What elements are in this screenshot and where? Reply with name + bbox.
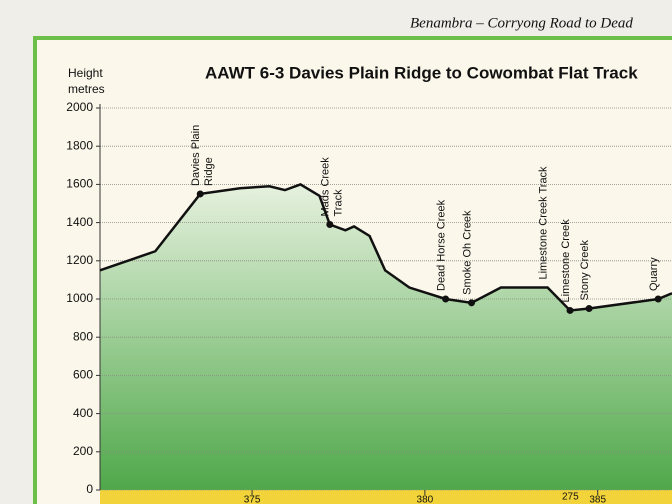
y-label: metres (68, 82, 105, 96)
y-tick-label: 400 (73, 406, 93, 420)
waypoint-label: Dead Horse Creek (436, 199, 448, 291)
waypoint-label: Track (333, 189, 345, 217)
waypoint-marker (566, 306, 574, 314)
y-tick-label: 600 (73, 368, 93, 382)
waypoint-marker (468, 299, 476, 307)
x-tick-label: 385 (589, 495, 606, 504)
chart-title: AAWT 6-3 Davies Plain Ridge to Cowombat … (205, 63, 638, 82)
y-tick-label: 1400 (66, 215, 93, 229)
y-tick-label: 1600 (66, 177, 93, 191)
waypoint-marker (585, 305, 593, 313)
x-tick-label: 380 (417, 495, 434, 504)
y-label: Height (68, 66, 103, 80)
waypoint-marker (654, 295, 662, 303)
waypoint-label: Limestone Creek (560, 219, 572, 303)
x-tick-label: 375 (244, 495, 261, 504)
y-tick-label: 2000 (66, 100, 93, 114)
y-tick-label: 200 (73, 444, 93, 458)
x-strip (100, 490, 672, 504)
waypoint-label: Limestone Creek Track (537, 166, 549, 280)
y-tick-label: 0 (86, 482, 93, 496)
waypoint-marker (196, 190, 204, 198)
waypoint-label: Ridge (203, 157, 215, 186)
y-tick-label: 1000 (66, 291, 93, 305)
page-header: Benambra – Corryong Road to Dead (410, 15, 633, 31)
waypoint-label: Mads Creek (320, 157, 332, 217)
waypoint-label: Quarry (648, 257, 660, 291)
waypoint-marker (326, 221, 334, 229)
waypoint-marker (442, 295, 450, 303)
y-tick-label: 800 (73, 329, 93, 343)
waypoint-label: Smoke Oh Creek (461, 210, 473, 295)
y-tick-label: 1800 (66, 138, 93, 152)
waypoint-label: Stony Creek (579, 240, 591, 301)
x-extra-label: 275 (562, 492, 579, 503)
line (99, 183, 672, 312)
waypoint-label: Davies Plain (190, 125, 202, 186)
y-tick-label: 1200 (66, 253, 93, 267)
